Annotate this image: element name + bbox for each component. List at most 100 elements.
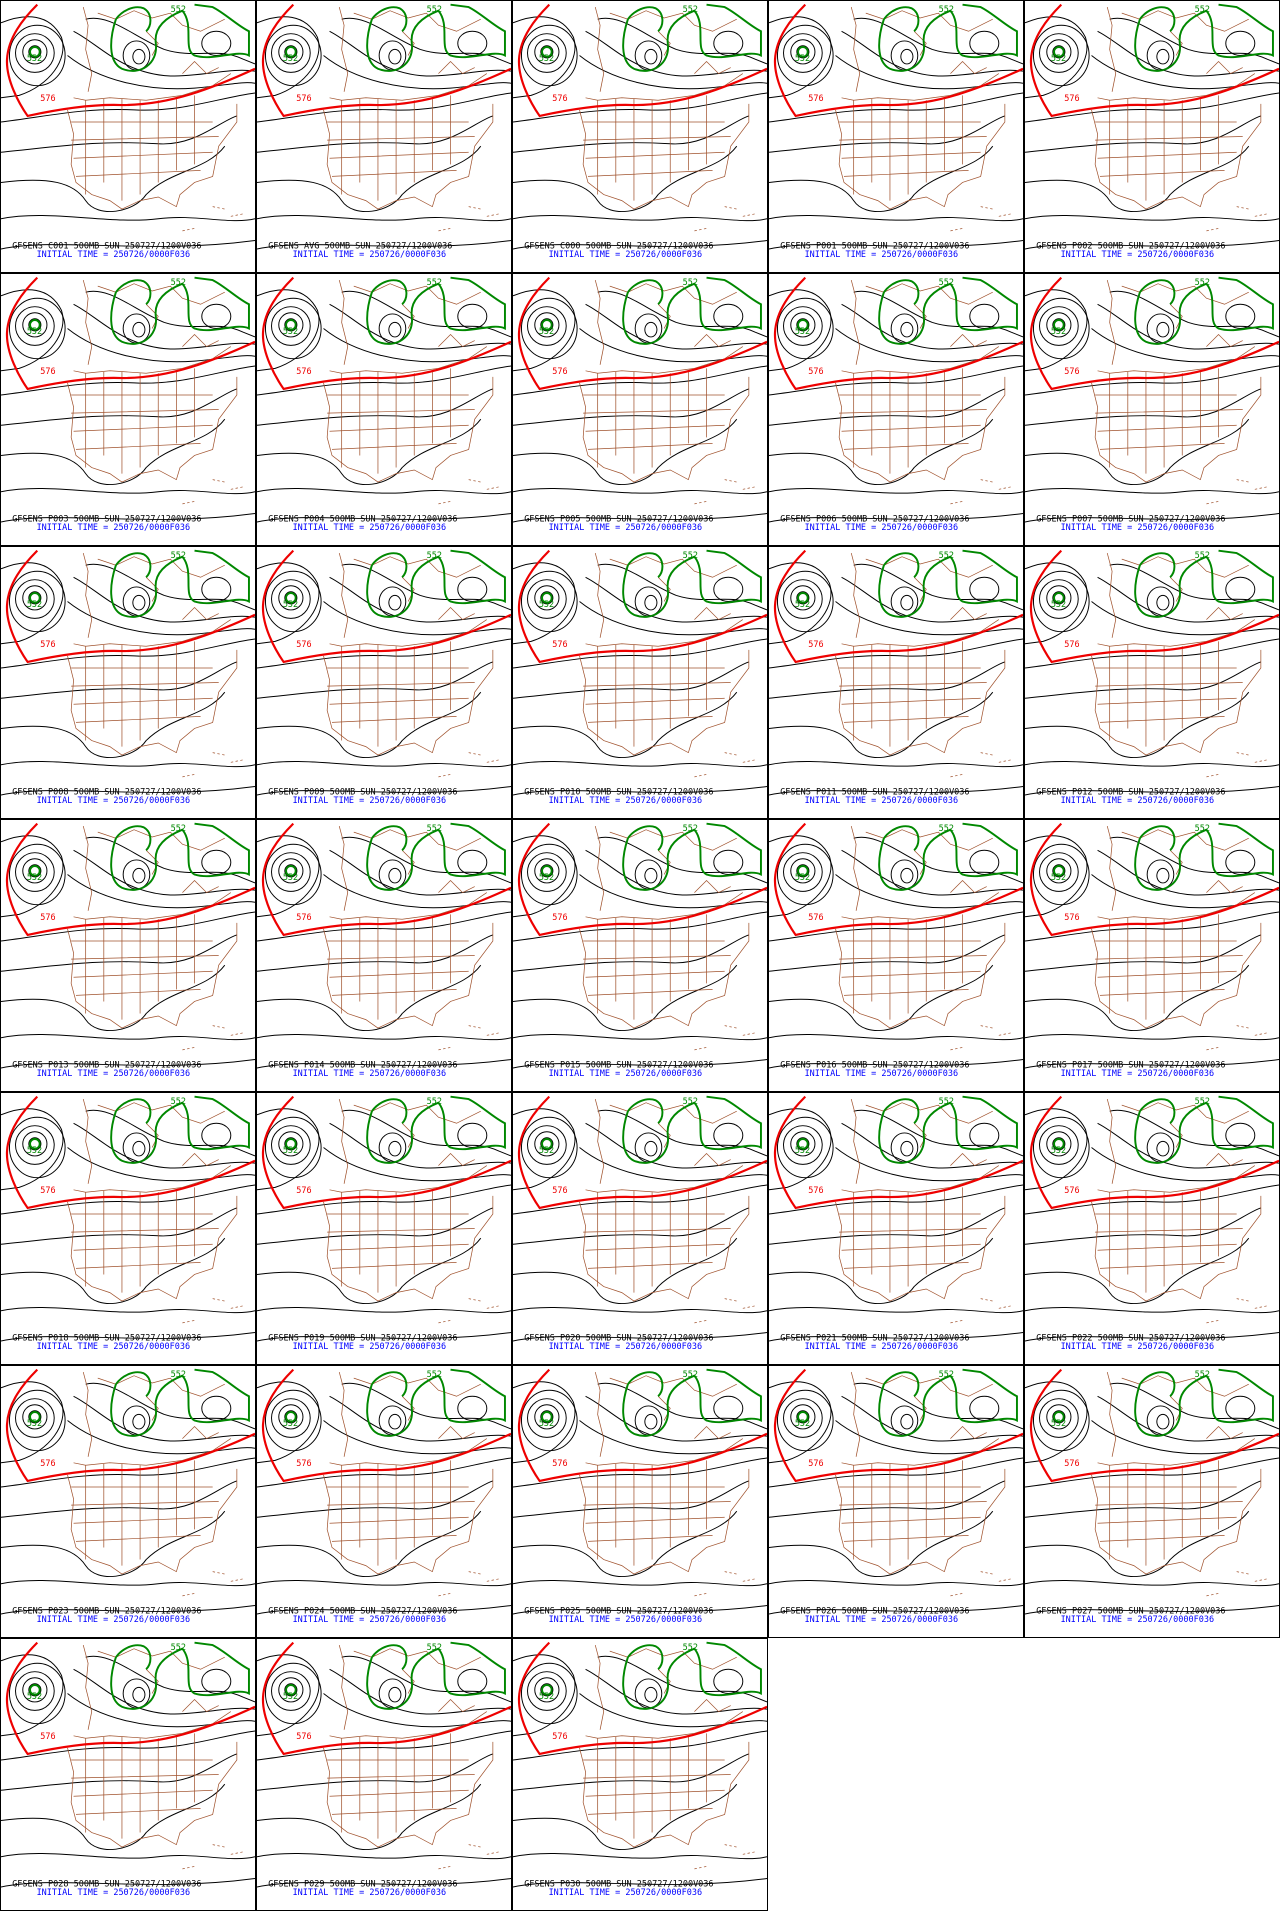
map-panel: 552 552 576 GFSENS P012 500MB SUN 250727/12… [1024, 546, 1280, 819]
initial-time: INITIAL TIME = 250726/0000F036 [37, 250, 191, 260]
map-panel: 552 552 576 GFSENS P019 500MB SUN 250727/12… [256, 1092, 512, 1365]
contour-label: 552 [939, 1097, 954, 1107]
contour-label: 552 [683, 5, 698, 15]
map-panel: 552 552 576 GFSENS P025 500MB SUN 250727/12… [512, 1365, 768, 1638]
contour-label: 576 [1064, 1186, 1079, 1196]
contour-label: 552 [795, 600, 810, 610]
initial-time: INITIAL TIME = 250726/0000F036 [1061, 1615, 1215, 1625]
contour-label: 576 [40, 1186, 55, 1196]
initial-time: INITIAL TIME = 250726/0000F036 [805, 796, 959, 806]
contour-label: 552 [939, 1370, 954, 1380]
contour-label: 552 [283, 327, 298, 337]
panel-title: GFSENS P013 500MB SUN 250727/1200V036 [12, 1061, 201, 1071]
contour-label: 576 [552, 94, 567, 104]
contour-label: 576 [40, 94, 55, 104]
contour-label: 552 [683, 1643, 698, 1653]
contour-label: 552 [1051, 327, 1066, 337]
contour-label: 552 [283, 1146, 298, 1156]
contour-label: 576 [808, 94, 823, 104]
contour-label: 576 [552, 1186, 567, 1196]
contour-label: 576 [1064, 640, 1079, 650]
initial-time: INITIAL TIME = 250726/0000F036 [293, 796, 447, 806]
initial-time: INITIAL TIME = 250726/0000F036 [37, 1342, 191, 1352]
contour-label: 552 [795, 54, 810, 64]
contour-label: 552 [539, 1692, 554, 1702]
contour-label: 552 [1195, 278, 1210, 288]
contour-label: 576 [296, 94, 311, 104]
contour-label: 552 [283, 873, 298, 883]
contour-label: 552 [1195, 824, 1210, 834]
map-panel: 552 552 576 GFSENS C001 500MB SUN 250727/12… [0, 0, 256, 273]
contour-label: 552 [427, 1370, 442, 1380]
panel-title: GFSENS P010 500MB SUN 250727/1200V036 [524, 788, 713, 798]
map-panel: 552 552 576 GFSENS P029 500MB SUN 250727/12… [256, 1638, 512, 1911]
contour-label: 552 [1195, 5, 1210, 15]
panel-title: GFSENS P026 500MB SUN 250727/1200V036 [780, 1607, 969, 1617]
panel-title: GFSENS P008 500MB SUN 250727/1200V036 [12, 788, 201, 798]
panel-title: GFSENS P001 500MB SUN 250727/1200V036 [780, 242, 969, 252]
contour-label: 576 [296, 367, 311, 377]
panel-title: GFSENS P030 500MB SUN 250727/1200V036 [524, 1880, 713, 1890]
initial-time: INITIAL TIME = 250726/0000F036 [293, 1888, 447, 1898]
map-panel: 552 552 576 GFSENS AVG 500MB SUN 250727/120… [256, 0, 512, 273]
map-panel: 552 552 576 GFSENS P027 500MB SUN 250727/12… [1024, 1365, 1280, 1638]
initial-time: INITIAL TIME = 250726/0000F036 [805, 1342, 959, 1352]
contour-label: 552 [1051, 54, 1066, 64]
contour-label: 552 [171, 5, 186, 15]
panel-title: GFSENS P020 500MB SUN 250727/1200V036 [524, 1334, 713, 1344]
map-panel: 552 552 576 GFSENS P002 500MB SUN 250727/12… [1024, 0, 1280, 273]
contour-label: 576 [1064, 913, 1079, 923]
map-panel: 552 552 576 GFSENS C000 500MB SUN 250727/12… [512, 0, 768, 273]
contour-label: 576 [40, 640, 55, 650]
panel-title: GFSENS P015 500MB SUN 250727/1200V036 [524, 1061, 713, 1071]
contour-label: 576 [808, 1186, 823, 1196]
contour-label: 552 [171, 551, 186, 561]
initial-time: INITIAL TIME = 250726/0000F036 [549, 1615, 703, 1625]
panel-title: GFSENS P002 500MB SUN 250727/1200V036 [1036, 242, 1225, 252]
contour-label: 576 [296, 1186, 311, 1196]
contour-label: 552 [171, 1097, 186, 1107]
initial-time: INITIAL TIME = 250726/0000F036 [37, 1888, 191, 1898]
initial-time: INITIAL TIME = 250726/0000F036 [37, 796, 191, 806]
contour-label: 576 [296, 640, 311, 650]
contour-label: 552 [27, 873, 42, 883]
initial-time: INITIAL TIME = 250726/0000F036 [549, 250, 703, 260]
contour-label: 552 [939, 824, 954, 834]
contour-label: 552 [27, 1692, 42, 1702]
contour-label: 552 [427, 5, 442, 15]
panel-title: GFSENS P019 500MB SUN 250727/1200V036 [268, 1334, 457, 1344]
map-panel: 552 552 576 GFSENS P026 500MB SUN 250727/12… [768, 1365, 1024, 1638]
panel-title: GFSENS C001 500MB SUN 250727/1200V036 [12, 242, 201, 252]
contour-label: 552 [683, 1097, 698, 1107]
panel-title: GFSENS P005 500MB SUN 250727/1200V036 [524, 515, 713, 525]
contour-label: 552 [683, 551, 698, 561]
panel-title: GFSENS P004 500MB SUN 250727/1200V036 [268, 515, 457, 525]
panel-title: GFSENS P018 500MB SUN 250727/1200V036 [12, 1334, 201, 1344]
panel-title: GFSENS P028 500MB SUN 250727/1200V036 [12, 1880, 201, 1890]
contour-label: 552 [427, 1643, 442, 1653]
initial-time: INITIAL TIME = 250726/0000F036 [1061, 1069, 1215, 1079]
contour-label: 552 [795, 873, 810, 883]
initial-time: INITIAL TIME = 250726/0000F036 [293, 1069, 447, 1079]
panel-title: GFSENS AVG 500MB SUN 250727/1200V036 [268, 242, 452, 252]
contour-label: 552 [1051, 1419, 1066, 1429]
panel-title: GFSENS P017 500MB SUN 250727/1200V036 [1036, 1061, 1225, 1071]
contour-label: 552 [539, 873, 554, 883]
contour-label: 552 [1051, 873, 1066, 883]
contour-label: 552 [1195, 1370, 1210, 1380]
contour-label: 576 [40, 367, 55, 377]
contour-label: 552 [539, 1146, 554, 1156]
map-panel: 552 552 576 GFSENS P009 500MB SUN 250727/12… [256, 546, 512, 819]
initial-time: INITIAL TIME = 250726/0000F036 [1061, 1342, 1215, 1352]
contour-label: 552 [795, 1146, 810, 1156]
contour-label: 552 [171, 824, 186, 834]
initial-time: INITIAL TIME = 250726/0000F036 [37, 1615, 191, 1625]
panel-title: GFSENS P022 500MB SUN 250727/1200V036 [1036, 1334, 1225, 1344]
contour-label: 576 [808, 640, 823, 650]
map-panel: 552 552 576 GFSENS P010 500MB SUN 250727/12… [512, 546, 768, 819]
contour-label: 552 [683, 824, 698, 834]
contour-label: 552 [283, 600, 298, 610]
contour-label: 552 [171, 1643, 186, 1653]
map-panel: 552 552 576 GFSENS P006 500MB SUN 250727/12… [768, 273, 1024, 546]
